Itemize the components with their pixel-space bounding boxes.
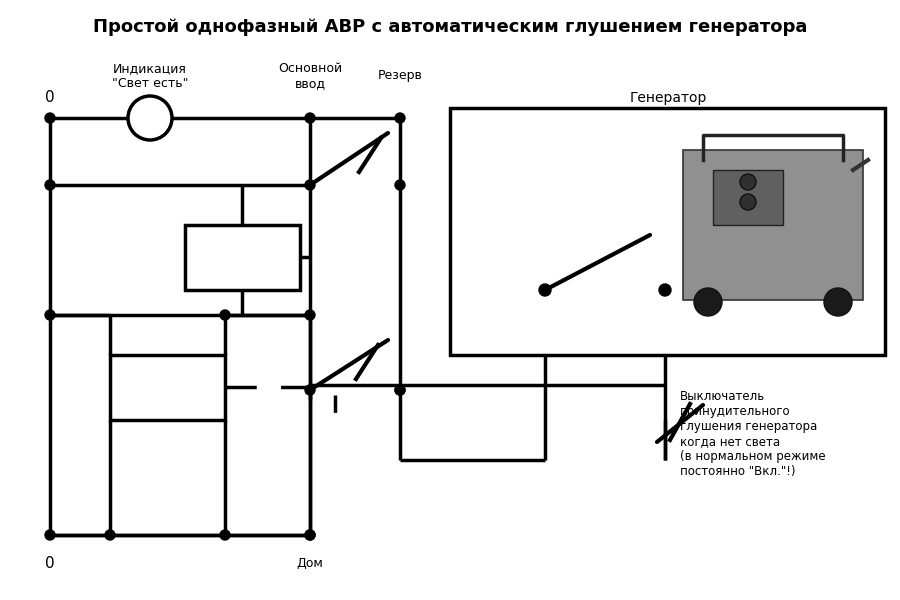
Text: Выключатель
зажигания
генератора: Выключатель зажигания генератора [470,195,560,238]
Circle shape [395,113,405,123]
Circle shape [220,310,230,320]
Bar [668,120,878,320]
Text: Индикация
"Свет есть": Индикация "Свет есть" [112,62,188,90]
Circle shape [105,530,115,540]
Circle shape [305,310,315,320]
Circle shape [305,113,315,123]
Text: Резерв: Резерв [378,70,422,82]
Circle shape [694,288,722,316]
Bar [450,108,885,355]
Circle shape [305,180,315,190]
Circle shape [45,113,55,123]
Text: Генератор: Генератор [629,91,706,105]
Bar [185,225,300,290]
Circle shape [45,310,55,320]
Circle shape [395,385,405,395]
Text: Выключатель
принудительного
глушения генератора
когда нет света
(в нормальном ре: Выключатель принудительного глушения ген… [680,390,825,478]
Circle shape [395,180,405,190]
Circle shape [740,174,756,190]
Text: 0: 0 [45,91,55,106]
Circle shape [305,530,315,540]
Circle shape [305,530,315,540]
Circle shape [659,284,671,296]
Circle shape [305,385,315,395]
Circle shape [45,530,55,540]
Circle shape [824,288,852,316]
Circle shape [539,284,551,296]
Circle shape [740,194,756,210]
Bar [683,150,863,300]
Circle shape [220,530,230,540]
Circle shape [45,180,55,190]
Circle shape [395,385,405,395]
Text: 0: 0 [45,556,55,571]
Text: Дом: Дом [297,557,323,569]
Text: Простой однофазный АВР с автоматическим глушением генератора: Простой однофазный АВР с автоматическим … [93,18,807,36]
Text: Основной
ввод: Основной ввод [278,62,342,90]
Circle shape [128,96,172,140]
Bar [110,355,225,420]
Bar [713,170,783,225]
